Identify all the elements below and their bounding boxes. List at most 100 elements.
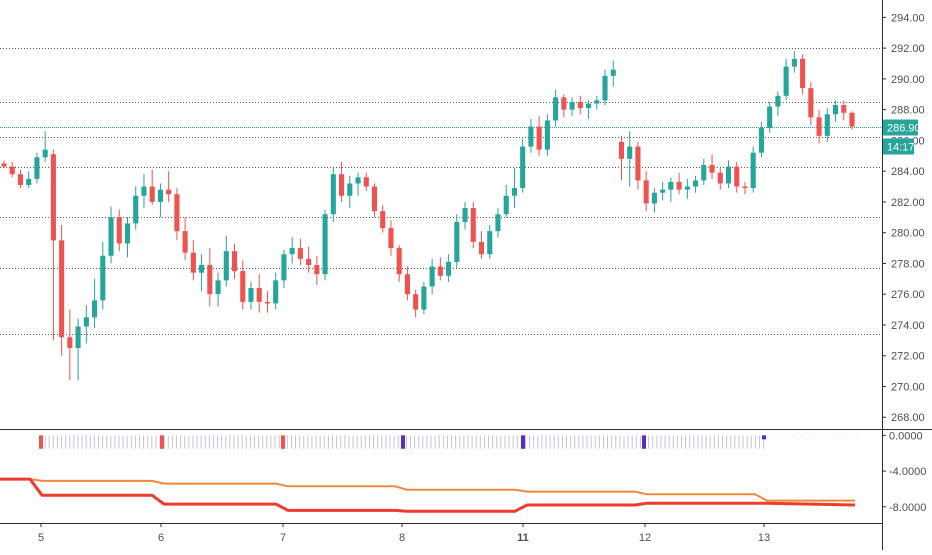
price-tick-label: 272.00 <box>891 351 925 363</box>
candle-body <box>816 117 822 136</box>
candle-body <box>544 120 550 150</box>
candle-body <box>536 126 542 150</box>
indicator-highlight-bar <box>160 435 164 449</box>
candle-body <box>34 157 40 179</box>
candle-body <box>750 152 756 189</box>
candle-body <box>174 194 180 232</box>
candle-body <box>404 274 410 295</box>
candle-body <box>17 174 24 186</box>
candle-body <box>470 208 476 242</box>
candle-body <box>92 300 98 318</box>
candle-body <box>758 128 764 153</box>
indicator-highlight-bar <box>281 435 285 449</box>
countdown-tag: 14:17 <box>883 138 915 155</box>
candle-body <box>215 280 221 295</box>
candle-body <box>495 214 501 232</box>
candle-body <box>824 114 830 136</box>
candle-body <box>297 248 303 259</box>
candle-body <box>281 254 287 281</box>
indicator-orange-line <box>0 478 855 502</box>
price-axis[interactable]: 268.00 270.00 272.00 274.00 276.00 278.00 280.… <box>882 12 925 424</box>
candle-body <box>610 69 616 76</box>
candle-body <box>108 217 114 256</box>
candle-body <box>643 180 649 204</box>
time-tick-label: 11 <box>517 532 529 544</box>
candle-body <box>339 174 345 196</box>
indicator-axis[interactable]: 0.0000 -4.0000 -8.0000 <box>882 430 926 514</box>
candle-body <box>849 112 855 127</box>
time-tick-label: 13 <box>758 532 770 544</box>
indicator-highlight-bar <box>521 435 525 449</box>
candle-body <box>577 101 583 109</box>
time-tick-label: 8 <box>399 532 405 544</box>
candle-body <box>141 186 147 196</box>
candle-body <box>306 258 312 265</box>
candle-body <box>50 154 56 241</box>
candle-body <box>594 100 600 104</box>
candle-body <box>676 181 682 190</box>
indicator-highlight-bar <box>642 435 646 449</box>
candle-body <box>511 188 517 196</box>
candle-body <box>248 288 254 302</box>
indicator-highlight-bar <box>762 435 766 440</box>
time-tick-label: 12 <box>639 532 651 544</box>
price-tick-label: 284.00 <box>891 166 925 178</box>
price-tick-label: 288.00 <box>891 105 925 117</box>
candle-body <box>742 186 748 189</box>
candle-body <box>322 214 328 275</box>
time-tick-label: 5 <box>38 532 44 544</box>
time-axis[interactable]: 5 6 7 8 11 12 13 <box>38 523 770 544</box>
candle-body <box>693 180 699 187</box>
candle-body <box>725 166 732 184</box>
price-tick-label: 278.00 <box>891 258 925 270</box>
candle-body <box>462 208 468 222</box>
candle-body <box>207 264 213 295</box>
candle-body <box>100 255 106 301</box>
candle-body <box>256 288 262 302</box>
candle-body <box>446 261 452 276</box>
indicator-tick-label: 0.0000 <box>889 430 923 442</box>
candle-body <box>199 264 205 273</box>
candle-body <box>413 294 419 310</box>
candle-body <box>585 103 592 109</box>
candle-body <box>660 189 666 193</box>
candle-body <box>1 163 7 167</box>
candle-body <box>273 280 279 304</box>
candles <box>1 51 855 381</box>
candle-body <box>487 231 493 255</box>
indicator-tick-label: -4.0000 <box>889 466 926 478</box>
candle-body <box>149 186 155 202</box>
price-tick-label: 292.00 <box>891 43 925 55</box>
candle-body <box>190 252 196 273</box>
indicator-pane <box>0 435 859 513</box>
candle-body <box>388 228 394 249</box>
candle-body <box>380 211 386 229</box>
candle-body <box>133 195 139 224</box>
candle-body <box>116 217 122 244</box>
candle-body <box>289 248 295 255</box>
candle-body <box>709 165 715 173</box>
candle-body <box>240 271 246 302</box>
current-price-label: 286.90 <box>887 123 921 135</box>
candle-body <box>67 337 73 349</box>
candle-body <box>783 66 789 96</box>
candle-body <box>223 251 229 281</box>
price-tick-label: 276.00 <box>891 289 925 301</box>
candle-body <box>396 248 402 275</box>
candle-body <box>124 223 131 244</box>
candle-body <box>26 178 32 186</box>
candle-body <box>717 172 723 184</box>
candle-body <box>651 192 657 204</box>
candle-body <box>808 88 814 118</box>
price-tick-label: 270.00 <box>891 381 925 393</box>
candle-body <box>42 149 48 158</box>
candle-body <box>371 186 378 212</box>
time-tick-label: 7 <box>280 532 286 544</box>
candle-body <box>421 286 427 310</box>
countdown-label: 14:17 <box>887 142 915 154</box>
candle-body <box>182 231 188 253</box>
candle-body <box>231 251 238 272</box>
candle-body <box>668 181 674 190</box>
candle-body <box>59 240 65 338</box>
